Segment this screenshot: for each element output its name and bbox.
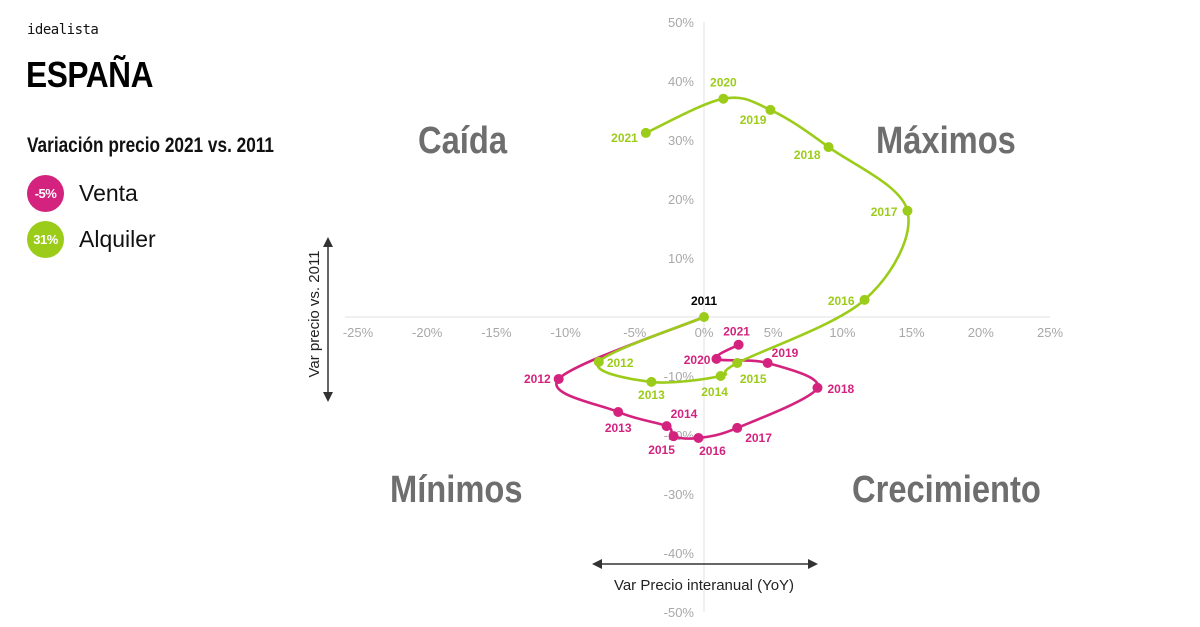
quadrant-label-minimos: Mínimos	[390, 469, 523, 511]
point-label: 2012	[607, 356, 634, 370]
point-label: 2013	[638, 388, 665, 402]
data-point	[613, 406, 624, 417]
point-label: 2020	[684, 353, 711, 367]
y-tick-label: -30%	[664, 487, 695, 502]
arrow-left-icon	[592, 559, 602, 569]
legend-item-venta: -5% Venta	[27, 175, 138, 212]
venta-badge: -5%	[27, 175, 64, 212]
point-label: 2014	[701, 385, 728, 399]
x-tick-label: -10%	[550, 325, 581, 340]
x-tick-label: 5%	[764, 325, 783, 340]
data-point	[732, 358, 743, 369]
arrow-up-icon	[323, 237, 333, 247]
point-label: 2018	[827, 382, 854, 396]
series-alquiler: 2012 2013 2014 2015 2016 2017 2018 2019 2020 2021	[593, 76, 913, 402]
x-tick-label: 10%	[829, 325, 855, 340]
x-tick-labels: -25% -20% -15% -10% -5% 0% 5% 10% 15% 20% 25%	[343, 325, 1064, 340]
alquiler-badge: 31%	[27, 221, 64, 258]
point-label: 2018	[794, 148, 821, 162]
point-label: 2016	[699, 444, 726, 458]
y-tick-label: -50%	[664, 605, 695, 620]
page-title: ESPAÑA	[26, 54, 154, 95]
point-label: 2015	[648, 443, 675, 457]
data-point	[699, 312, 709, 322]
data-point	[812, 382, 823, 393]
chart-subtitle: Variación precio 2021 vs. 2011	[27, 134, 274, 157]
point-label: 2015	[740, 372, 767, 386]
data-point	[661, 421, 672, 432]
data-point	[668, 431, 679, 442]
point-label: 2016	[828, 294, 855, 308]
point-label: 2020	[710, 76, 737, 90]
data-point	[693, 432, 704, 443]
x-tick-label: -25%	[343, 325, 374, 340]
x-tick-label: -20%	[412, 325, 443, 340]
data-point	[733, 339, 744, 350]
data-point	[765, 104, 776, 115]
data-point	[646, 376, 657, 387]
point-label: 2019	[772, 346, 799, 360]
legend-label-alquiler: Alquiler	[79, 226, 156, 252]
series-layer: 2012 2013 2014 2015 2016 2017 2018 2019 2020 2021…	[524, 76, 913, 458]
brand-logo: idealista	[27, 22, 99, 38]
quadrant-label-caida: Caída	[418, 120, 507, 162]
data-point	[553, 373, 564, 384]
y-tick-label: 30%	[668, 133, 694, 148]
data-point	[762, 358, 773, 369]
x-tick-label: 25%	[1037, 325, 1063, 340]
point-label: 2013	[605, 421, 632, 435]
series-line	[596, 96, 910, 384]
arrow-right-icon	[808, 559, 818, 569]
point-label: 2017	[871, 205, 898, 219]
x-tick-label: -15%	[481, 325, 512, 340]
data-point	[732, 422, 743, 433]
data-point	[593, 356, 604, 367]
x-tick-label: 20%	[968, 325, 994, 340]
quadrant-label-maximos: Máximos	[876, 120, 1016, 162]
y-tick-label: 10%	[668, 251, 694, 266]
y-tick-label: -40%	[664, 546, 695, 561]
legend-label-venta: Venta	[79, 180, 138, 206]
origin-label-2011: 2011	[691, 294, 717, 308]
y-axis-title-group: Var precio vs. 2011	[306, 237, 333, 402]
arrow-down-icon	[323, 392, 333, 402]
y-axis-title: Var precio vs. 2011	[306, 250, 323, 377]
series-venta: 2012 2013 2014 2015 2016 2017 2018 2019 2020 2021	[524, 315, 855, 458]
x-tick-label: -5%	[623, 325, 647, 340]
x-axis-title: Var Precio interanual (YoY)	[614, 577, 794, 594]
point-label: 2021	[611, 131, 638, 145]
point-label: 2017	[745, 431, 772, 445]
point-label: 2021	[723, 325, 750, 339]
y-tick-label: 40%	[668, 74, 694, 89]
axes	[345, 22, 1050, 612]
data-point	[902, 205, 913, 216]
point-label: 2014	[671, 407, 698, 421]
data-point	[718, 93, 729, 104]
y-tick-label: 20%	[668, 192, 694, 207]
data-point	[711, 353, 722, 364]
data-point	[715, 371, 726, 381]
x-tick-label: 15%	[899, 325, 925, 340]
point-label: 2019	[740, 113, 767, 127]
x-tick-label: 0%	[695, 325, 714, 340]
point-label: 2012	[524, 372, 551, 386]
data-point	[859, 294, 870, 305]
data-point	[823, 142, 834, 153]
quadrant-label-crecimiento: Crecimiento	[852, 469, 1041, 511]
x-axis-title-group: Var Precio interanual (YoY)	[592, 559, 818, 594]
y-tick-label: 50%	[668, 15, 694, 30]
data-point	[640, 127, 651, 138]
legend-item-alquiler: 31% Alquiler	[27, 221, 156, 258]
